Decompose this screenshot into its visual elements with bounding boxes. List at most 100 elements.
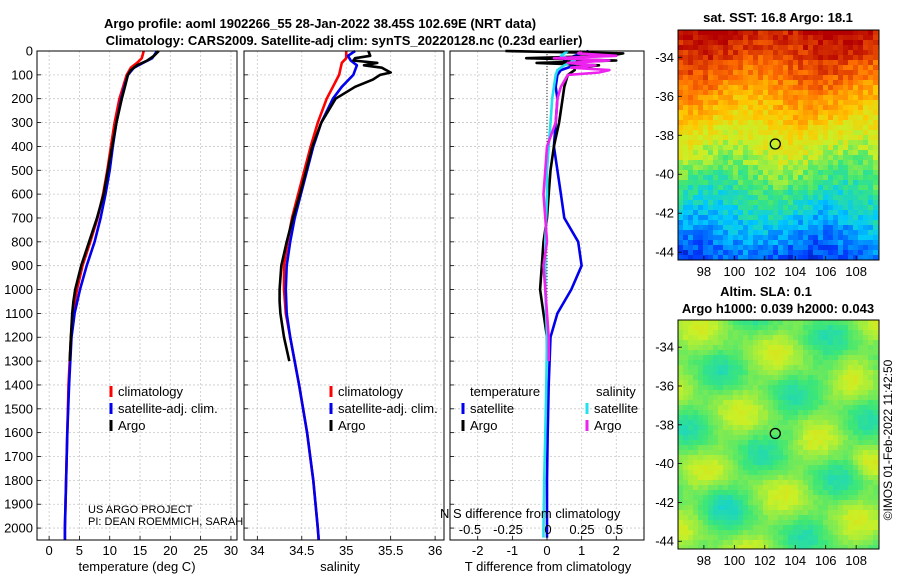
y-tick-label: 1200 — [4, 330, 33, 345]
x-tick-label: 35.5 — [378, 543, 403, 558]
sst-heatmap — [678, 30, 879, 260]
map-x-tick-label: 98 — [697, 264, 711, 279]
salinity-diff-label-overlap: N S difference from climatology — [440, 506, 621, 521]
series-line-climatology — [282, 51, 348, 541]
salinity-legend: climatology satellite-adj. clim. Argo — [329, 384, 438, 433]
y-tick-label: 2000 — [4, 521, 33, 536]
sla-map-frame — [677, 319, 880, 550]
y-tick-label: 1000 — [4, 282, 33, 297]
x-tick-label: -2 — [472, 543, 484, 558]
salinity-diff-tick-4: 0.25 — [569, 522, 594, 537]
salinity-diff-tick-2: -0.25 — [493, 522, 523, 537]
sst-map-frame — [677, 29, 880, 261]
map-y-tick-label: -40 — [655, 167, 674, 182]
y-tick-label: 0 — [26, 44, 33, 59]
series-line-argo — [278, 50, 393, 362]
x-tick-label: 35 — [339, 543, 353, 558]
y-tick-label: 1500 — [4, 401, 33, 416]
y-tick-label: 1600 — [4, 425, 33, 440]
x-tick-label: 1 — [578, 543, 585, 558]
map-x-tick-label: 100 — [723, 264, 745, 279]
y-tick-label: 1400 — [4, 377, 33, 392]
y-tick-label: 1100 — [5, 306, 33, 321]
x-tick-label: 34.5 — [289, 543, 314, 558]
map-x-tick-label: 102 — [754, 264, 776, 279]
y-tick-label: 500 — [11, 163, 33, 178]
series-line-temperature-satellite — [545, 49, 590, 538]
y-tick-label: 900 — [11, 258, 33, 273]
map-y-tick-label: -36 — [655, 89, 674, 104]
timestamp: ©IMOS 01-Feb-2022 11:42:50 — [881, 359, 895, 520]
project-name: US ARGO PROJECT — [88, 504, 193, 516]
y-tick-label: 1800 — [4, 473, 33, 488]
x-tick-label: 25 — [193, 543, 207, 558]
map-x-tick-label: 104 — [784, 264, 806, 279]
legend-label-temp-argo: Argo — [470, 418, 497, 433]
sla-map-title-line1: Altim. SLA: 0.1 — [720, 284, 812, 299]
figure-title-line2: Climatology: CARS2009. Satellite-adj cli… — [106, 33, 583, 48]
salinity-panel-frame — [243, 50, 445, 541]
temperature-legend: climatology satellite-adj. clim. Argo — [109, 384, 218, 433]
y-tick-label: 1700 — [4, 449, 33, 464]
map-x-tick-label: 100 — [723, 553, 745, 568]
legend-label-climatology: climatology — [118, 384, 184, 399]
x-tick-label: 30 — [224, 543, 238, 558]
y-tick-label: 400 — [11, 139, 33, 154]
sst-map-title: sat. SST: 16.8 Argo: 18.1 — [703, 10, 853, 25]
salinity-xlabel: salinity — [320, 559, 360, 574]
y-tick-label: 1900 — [4, 497, 33, 512]
map-x-tick-label: 98 — [697, 553, 711, 568]
x-tick-label: 2 — [613, 543, 620, 558]
map-y-tick-label: -42 — [655, 206, 674, 221]
y-tick-label: 1300 — [4, 354, 33, 369]
profile-curves — [63, 49, 625, 541]
sla-heatmap — [678, 320, 879, 549]
argo-location-marker — [769, 138, 781, 150]
legend-label-climatology: climatology — [338, 384, 404, 399]
legend-label-satellite: satellite-adj. clim. — [118, 401, 218, 416]
salinity-diff-tick-5: 0.5 — [605, 522, 623, 537]
x-tick-label: 36 — [428, 543, 442, 558]
series-line-satellite-adj-clim- — [63, 50, 159, 540]
y-tick-label: 800 — [11, 234, 33, 249]
map-x-tick-label: 108 — [845, 264, 867, 279]
map-y-tick-label: -44 — [655, 534, 674, 549]
x-tick-label: 0 — [46, 543, 53, 558]
legend-label-argo: Argo — [338, 418, 365, 433]
x-tick-label: 0 — [543, 543, 550, 558]
map-y-tick-label: -34 — [655, 340, 674, 355]
x-tick-label: 15 — [133, 543, 147, 558]
series-line-salinity-satellite — [542, 49, 577, 538]
x-tick-label: 5 — [76, 543, 83, 558]
series-line-temperature-argo — [505, 49, 625, 362]
x-tick-label: -1 — [507, 543, 519, 558]
map-y-tick-label: -42 — [655, 495, 674, 510]
y-tick-label: 100 — [11, 67, 33, 82]
salinity-diff-tick-1: -0.5 — [459, 522, 481, 537]
map-x-tick-label: 102 — [754, 553, 776, 568]
series-line-salinity-argo — [542, 49, 618, 362]
project-pi: PI: DEAN ROEMMICH, SARAH — [88, 516, 243, 528]
map-x-tick-label: 106 — [815, 553, 837, 568]
y-tick-label: 600 — [11, 187, 33, 202]
map-x-tick-label: 108 — [845, 553, 867, 568]
x-tick-label: 20 — [163, 543, 177, 558]
series-line-climatology — [63, 50, 145, 540]
legend-title-salinity: salinity — [596, 384, 636, 399]
y-tick-label: 200 — [11, 91, 33, 106]
legend-label-sal-argo: Argo — [594, 418, 621, 433]
y-tick-label: 700 — [11, 210, 33, 225]
map-x-tick-label: 104 — [784, 553, 806, 568]
map-x-tick-label: 106 — [815, 264, 837, 279]
argo-location-marker — [769, 427, 781, 440]
legend-label-temp-satellite: satellite — [470, 401, 514, 416]
map-y-tick-label: -38 — [655, 128, 674, 143]
difference-legend: temperature salinity satellite Argo sate… — [461, 384, 638, 433]
map-y-tick-label: -40 — [655, 456, 674, 471]
sla-map-title-line2: Argo h1000: 0.039 h2000: 0.043 — [682, 301, 874, 316]
axis-ticks: 0 5 10 15 20 25 300100200300400500600700800900… — [4, 44, 620, 559]
difference-xlabel: T difference from climatology — [465, 559, 632, 574]
temperature-xlabel: temperature (deg C) — [78, 559, 195, 574]
